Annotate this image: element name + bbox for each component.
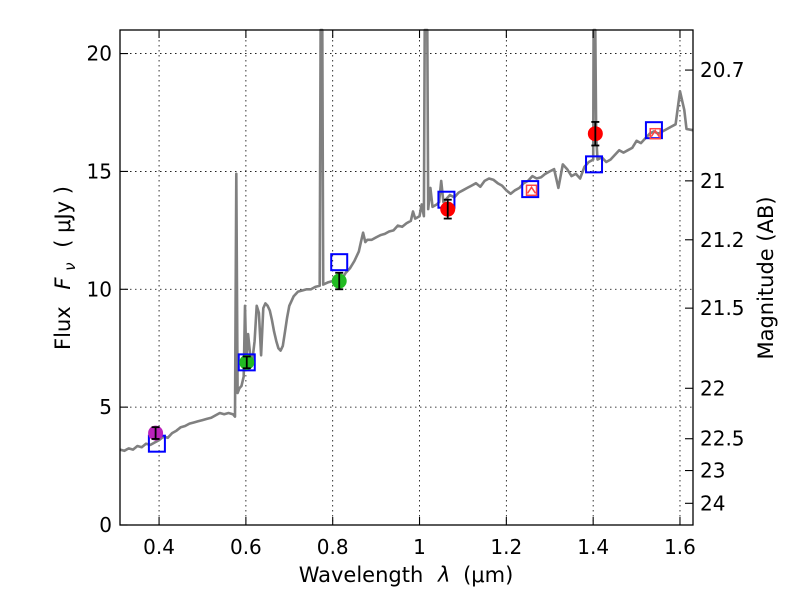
y-tick-label: 20: [87, 42, 112, 66]
y-axis-label: Flux: [51, 306, 75, 350]
x-axis-unit: (μm): [463, 563, 513, 587]
x-tick-label: 1: [413, 535, 426, 559]
model-band-box: [237, 353, 256, 372]
limit-marker-caret: [526, 185, 537, 194]
y-axis-symbol: F: [51, 277, 75, 290]
x-axis-title: Wavelength λ (μm): [299, 563, 514, 587]
model-band-box: [330, 253, 349, 272]
y2-tick-label: 21.5: [700, 296, 745, 320]
model-spectrum-line: [119, 28, 694, 453]
model-band-box: [585, 155, 604, 174]
y2-tick-label: 23: [700, 459, 725, 483]
x-tick-label: 0.6: [230, 535, 262, 559]
observed-photometry-points: [148, 121, 661, 441]
x-axis-symbol: λ: [437, 563, 450, 587]
y2-tick-label: 22.5: [700, 427, 745, 451]
x-tick-label: 1.6: [664, 535, 696, 559]
y2-tick-label: 24: [700, 491, 725, 515]
y-axis-unit: ( μJy ): [51, 186, 75, 248]
x-tick-label: 0.4: [143, 535, 175, 559]
y2-tick-label: 22: [700, 376, 725, 400]
y2-tick-label: 21: [700, 169, 725, 193]
model-band-box: [521, 180, 540, 199]
limit-marker: [525, 184, 538, 197]
y-axis-subscript: ν: [61, 262, 79, 270]
grid-lines: [120, 30, 693, 525]
limit-marker-caret: [650, 129, 660, 138]
x-tick-label: 1.2: [490, 535, 522, 559]
observed-point: [331, 271, 347, 291]
y-axis-title: Flux F ν ( μJy ): [51, 186, 80, 350]
y-tick-label: 0: [99, 513, 112, 537]
observed-point: [440, 198, 456, 220]
model-spectrum-group: [119, 28, 694, 453]
y-tick-label: 10: [87, 277, 112, 301]
x-tick-label: 0.8: [317, 535, 349, 559]
y-tick-label: 5: [99, 395, 112, 419]
limit-marker: [649, 127, 661, 140]
observed-point: [587, 121, 603, 147]
model-photometry-boxes: [147, 121, 663, 453]
y-tick-label: 15: [87, 159, 112, 183]
y2-tick-label: 20.7: [700, 58, 745, 82]
y2-tick-label: 21.2: [700, 228, 745, 252]
x-tick-label: 1.4: [577, 535, 609, 559]
observed-point: [239, 354, 255, 370]
plot-frame: [119, 29, 694, 526]
axis-ticks: 0.4 0.6 0.8 1 1.2 1.4 1.6 0 5 10 15 20 20.7 21 21.2 21.…: [87, 30, 745, 559]
limit-marker-box: [525, 184, 538, 197]
x-axis-label: Wavelength: [299, 563, 424, 587]
observed-point: [148, 425, 164, 441]
y2-axis-title: Magnitude (AB): [754, 196, 778, 359]
limit-marker-box: [649, 127, 661, 140]
